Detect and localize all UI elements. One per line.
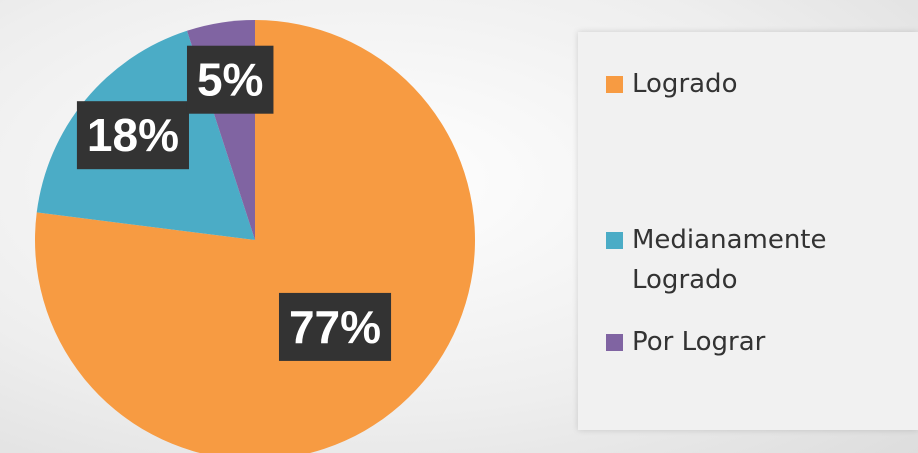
legend-swatch xyxy=(606,334,623,351)
legend-label: Logrado xyxy=(632,69,738,99)
data-label: 5% xyxy=(186,45,274,114)
legend-item: Por Lograr xyxy=(606,322,916,362)
legend-label: Por Lograr xyxy=(632,327,766,357)
legend-item: Logrado xyxy=(606,64,916,104)
legend-item: Medianamente Logrado xyxy=(606,220,916,300)
data-label: 77% xyxy=(278,292,392,361)
data-label-text: 18% xyxy=(87,109,179,161)
data-label-box xyxy=(278,292,392,361)
legend-swatch xyxy=(606,232,623,249)
legend: Logrado Medianamente Logrado Por Lograr xyxy=(578,32,918,430)
data-label-box xyxy=(76,101,189,170)
data-label-text: 77% xyxy=(289,301,381,353)
legend-label: Medianamente Logrado xyxy=(632,225,827,295)
data-label-text: 5% xyxy=(197,54,263,106)
data-label: 18% xyxy=(76,101,189,170)
legend-swatch xyxy=(606,76,623,93)
data-label-box xyxy=(186,45,274,114)
